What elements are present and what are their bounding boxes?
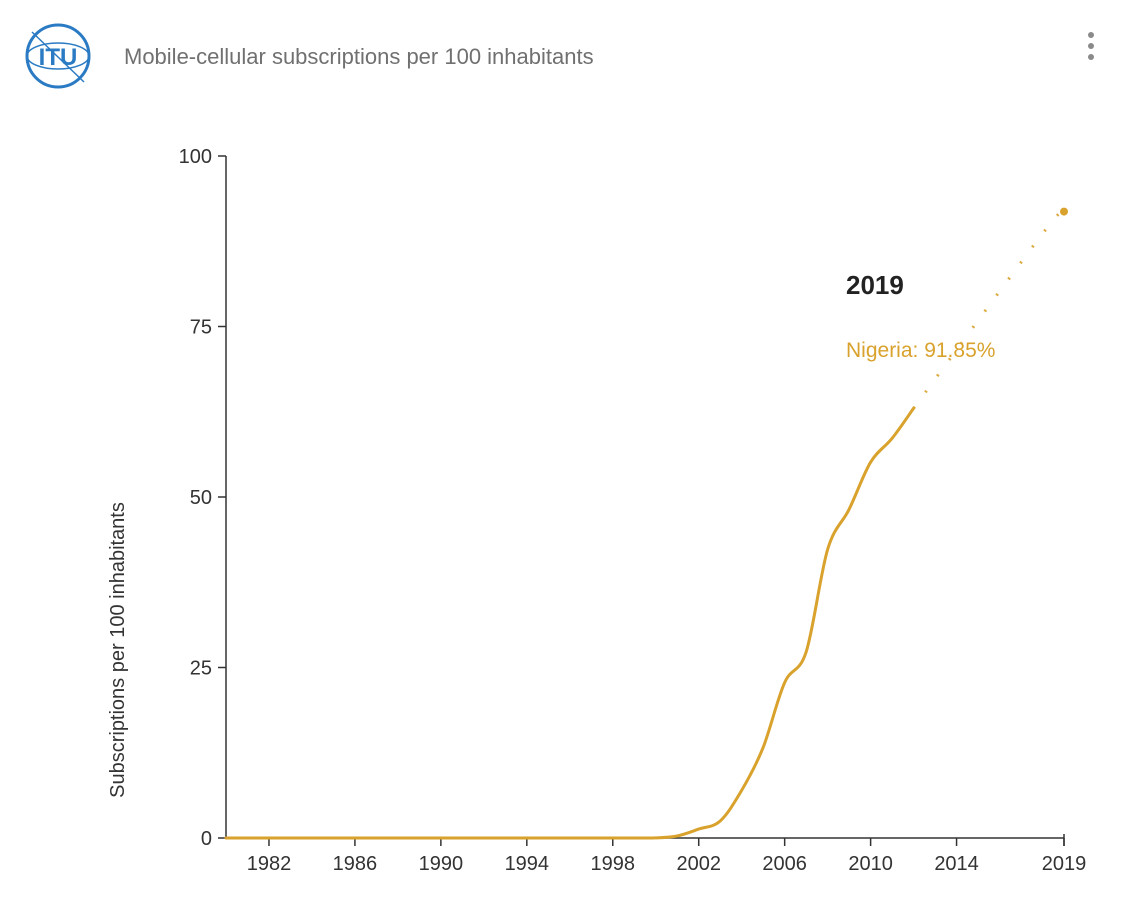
more-vertical-icon[interactable] bbox=[1078, 28, 1104, 64]
series-line-nigeria bbox=[224, 406, 916, 840]
highlight-point[interactable] bbox=[1060, 207, 1068, 216]
y-axis: 0 25 50 75 100 bbox=[179, 146, 227, 850]
x-tick-label: 1994 bbox=[505, 853, 550, 875]
tooltip-value: Nigeria: 91.85% bbox=[846, 339, 995, 362]
x-tick-label: 2002 bbox=[676, 853, 721, 875]
x-tick-label: 2006 bbox=[762, 853, 807, 875]
chart-title: Mobile-cellular subscriptions per 100 in… bbox=[124, 44, 594, 69]
x-axis: 1982 1986 1990 1994 1998 2002 2006 2010 2014 2019 bbox=[226, 834, 1086, 875]
y-tick-label: 25 bbox=[190, 658, 212, 680]
x-tick-label: 1998 bbox=[591, 853, 636, 875]
series-line-tail bbox=[912, 210, 1066, 410]
y-tick-label: 75 bbox=[190, 317, 212, 339]
y-tick-label: 100 bbox=[179, 146, 212, 168]
x-tick-label: 2014 bbox=[934, 853, 979, 875]
series-layer bbox=[224, 207, 1068, 840]
x-tick-label: 1990 bbox=[419, 853, 464, 875]
y-tick-label: 0 bbox=[201, 828, 212, 850]
x-tick-label: 2019 bbox=[1042, 853, 1087, 875]
svg-text:ITU: ITU bbox=[39, 44, 78, 71]
itu-logo: ITU bbox=[22, 20, 94, 92]
chart-header: ITU Mobile-cellular subscriptions per 10… bbox=[0, 0, 1141, 110]
x-tick-label: 1986 bbox=[333, 853, 378, 875]
y-tick-label: 50 bbox=[190, 487, 212, 509]
y-axis-title: Subscriptions per 100 inhabitants bbox=[107, 502, 129, 798]
tooltip-year: 2019 bbox=[846, 270, 904, 300]
x-tick-label: 1982 bbox=[247, 853, 292, 875]
x-tick-label: 2010 bbox=[848, 853, 893, 875]
